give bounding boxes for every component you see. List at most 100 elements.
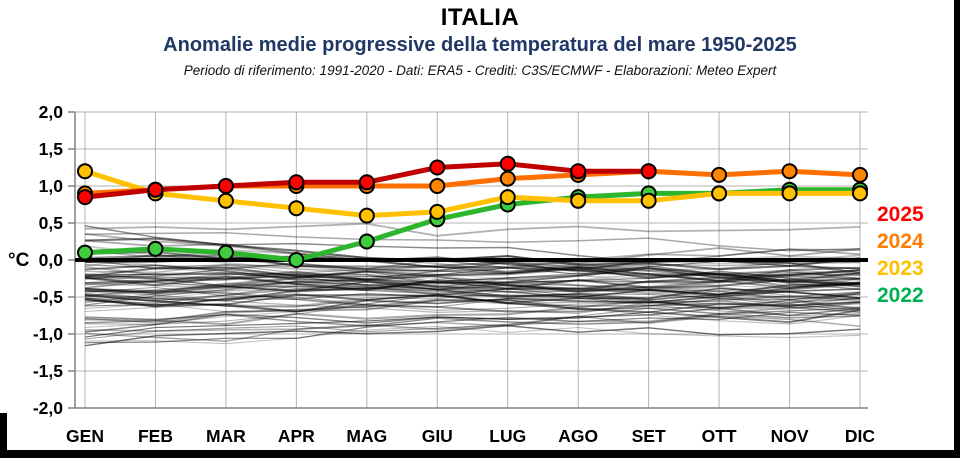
data-point-2024	[499, 170, 516, 187]
data-point-2022	[147, 240, 164, 257]
background-year-line	[84, 288, 861, 314]
background-year-line	[84, 258, 861, 281]
background-year-line	[84, 267, 861, 288]
background-year-line	[84, 285, 861, 312]
data-point-2025	[288, 174, 305, 191]
background-year-line	[84, 271, 861, 288]
data-point-2023	[288, 200, 305, 217]
background-year-line	[84, 280, 861, 301]
background-year-line	[84, 291, 861, 326]
background-year-line	[84, 292, 861, 313]
data-point-2023	[358, 207, 375, 224]
x-axis-label: MAG	[346, 426, 387, 446]
background-year-line	[84, 265, 861, 293]
background-year-line	[84, 287, 861, 307]
y-axis-label: -2,0	[33, 398, 63, 418]
data-point-2022	[217, 244, 234, 261]
chart-title: ITALIA	[440, 4, 520, 31]
data-point-2023	[217, 192, 234, 209]
image-border-bottom	[0, 450, 960, 458]
y-axis-label: -0,5	[33, 287, 63, 307]
data-point-2023	[711, 185, 728, 202]
background-year-line	[84, 325, 861, 345]
x-axis-label: APR	[278, 426, 315, 446]
data-point-2024	[711, 166, 728, 183]
background-year-line	[84, 267, 861, 286]
background-year-line	[84, 287, 861, 313]
y-axis-label: 1,5	[39, 139, 64, 159]
data-point-2023	[640, 192, 657, 209]
y-axis-label: 2,0	[39, 102, 64, 122]
background-year-line	[84, 298, 861, 326]
background-year-line	[84, 315, 861, 342]
background-year-line	[84, 293, 861, 312]
background-year-line	[84, 299, 861, 324]
y-axis-title: °C	[8, 250, 30, 271]
legend-label-2023: 2023	[877, 257, 924, 280]
background-year-line	[84, 255, 861, 274]
image-border-right	[954, 0, 960, 458]
y-axis-label: -1,0	[33, 324, 63, 344]
background-year-line	[84, 267, 861, 290]
data-point-2023	[77, 163, 93, 180]
background-year-line	[84, 269, 861, 292]
data-point-2025	[147, 181, 164, 198]
background-year-line	[84, 301, 861, 338]
y-axis-label: -1,5	[33, 361, 63, 381]
data-point-2024	[429, 178, 446, 194]
x-axis-label: SET	[632, 426, 666, 446]
data-point-2025	[499, 155, 516, 172]
background-year-line	[84, 302, 861, 332]
x-axis-label: GEN	[66, 426, 104, 446]
legend-label-2025: 2025	[877, 203, 924, 226]
series-line-2023	[82, 168, 863, 219]
data-point-2023	[499, 189, 516, 206]
chart-subtitle: Anomalie medie progressive della tempera…	[163, 34, 797, 56]
x-axis-label: OTT	[702, 426, 737, 446]
x-axis-label: LUG	[489, 426, 526, 446]
background-year-line	[84, 222, 861, 237]
background-year-line	[84, 324, 861, 347]
chart-credits: Periodo di riferimento: 1991-2020 - Dati…	[183, 63, 777, 78]
y-axis-label: 0,0	[39, 250, 64, 270]
data-point-2022	[358, 233, 375, 250]
data-point-2024	[781, 163, 798, 180]
x-axis-label: FEB	[138, 426, 173, 446]
data-point-2025	[358, 174, 375, 191]
x-axis-label: AGO	[558, 426, 598, 446]
data-point-2022	[77, 244, 93, 261]
data-point-2023	[429, 203, 446, 220]
background-year-line	[84, 278, 861, 302]
data-point-2023	[781, 185, 798, 202]
background-year-line	[84, 306, 861, 340]
image-border-left	[0, 413, 7, 458]
legend-label-2024: 2024	[877, 230, 924, 253]
y-axis-label: 0,5	[39, 213, 64, 233]
background-year-line	[84, 262, 861, 275]
data-point-2025	[429, 159, 446, 176]
background-year-line	[84, 266, 861, 285]
x-axis-label: GIU	[422, 426, 453, 446]
x-axis-label: NOV	[771, 426, 809, 446]
data-point-2023	[852, 185, 868, 202]
chart-legend: 2025 2024 2023 2022	[877, 201, 924, 309]
data-point-2025	[217, 178, 234, 194]
data-point-2023	[570, 192, 587, 209]
background-year-line	[84, 270, 861, 297]
data-point-2025	[77, 189, 93, 206]
x-axis-label: DIC	[845, 426, 876, 446]
data-point-2025	[570, 163, 587, 180]
background-year-line	[84, 286, 861, 317]
background-year-line	[84, 231, 861, 252]
y-axis-label: 1,0	[39, 176, 64, 196]
legend-label-2022: 2022	[877, 284, 924, 307]
background-year-line	[84, 266, 861, 293]
data-point-2024	[852, 166, 868, 183]
background-year-line	[84, 299, 861, 328]
background-year-line	[84, 307, 861, 327]
data-point-2022	[288, 252, 305, 268]
background-year-line	[84, 273, 861, 298]
data-point-2025	[640, 163, 657, 180]
